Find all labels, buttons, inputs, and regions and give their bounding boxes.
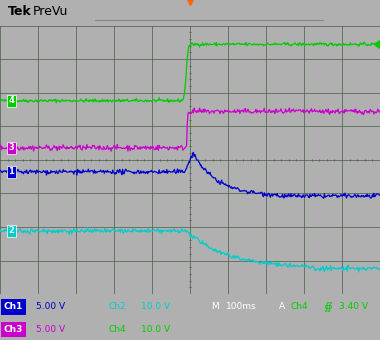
- Text: ∯: ∯: [324, 302, 332, 312]
- Text: PreVu: PreVu: [32, 5, 68, 18]
- Text: 3.40 V: 3.40 V: [339, 303, 368, 311]
- Text: Ch4: Ch4: [291, 303, 308, 311]
- Text: 100ms: 100ms: [226, 303, 257, 311]
- Text: M: M: [211, 303, 218, 311]
- Text: Ch2: Ch2: [108, 303, 126, 311]
- Text: Ch4: Ch4: [108, 325, 126, 335]
- Text: 10.0 V: 10.0 V: [141, 325, 170, 335]
- Text: 3: 3: [8, 143, 14, 152]
- Text: Tek: Tek: [8, 5, 31, 18]
- Text: 5.00 V: 5.00 V: [36, 303, 65, 311]
- Text: 4: 4: [8, 96, 14, 105]
- Text: Ch3: Ch3: [4, 325, 23, 335]
- Text: 2: 2: [8, 226, 14, 236]
- Text: A: A: [279, 303, 285, 311]
- Text: 1: 1: [8, 167, 14, 176]
- Text: 10.0 V: 10.0 V: [141, 303, 170, 311]
- Text: Ch1: Ch1: [4, 303, 23, 311]
- Text: 5.00 V: 5.00 V: [36, 325, 65, 335]
